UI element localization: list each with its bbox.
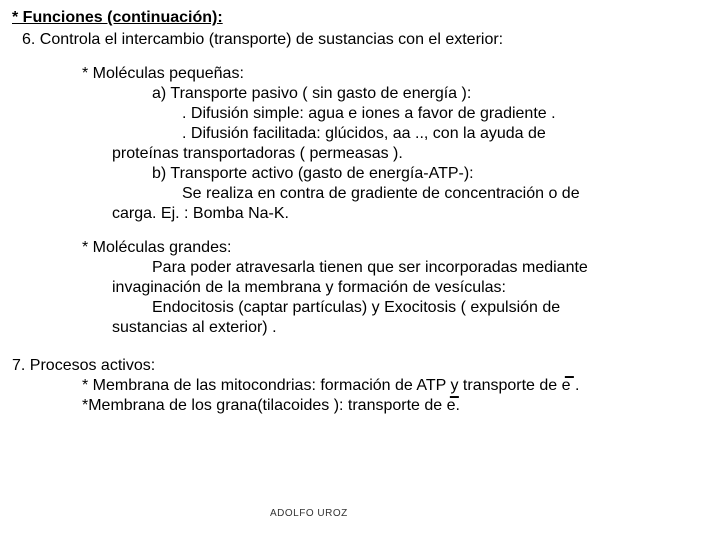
- minus-icon: −: [449, 386, 460, 409]
- watermark: ADOLFO UROZ: [270, 508, 348, 521]
- mito-text: * Membrana de las mitocondrias: formació…: [82, 377, 562, 394]
- item-6: 6. Controla el intercambio (transporte) …: [22, 30, 708, 50]
- transporte-activo-2: Se realiza en contra de gradiente de con…: [182, 184, 708, 204]
- minus-icon: −: [564, 366, 575, 389]
- item-7: 7. Procesos activos:: [12, 356, 708, 376]
- difusion-simple: . Difusión simple: agua e iones a favor …: [182, 104, 708, 124]
- transporte-activo-3: carga. Ej. : Bomba Na-K.: [112, 204, 708, 224]
- transporte-activo-1: b) Transporte activo (gasto de energía-A…: [152, 164, 708, 184]
- grandes-line-1: Para poder atravesarla tienen que ser in…: [152, 258, 708, 278]
- transporte-pasivo: a) Transporte pasivo ( sin gasto de ener…: [152, 84, 708, 104]
- proc-activos-mitocondrias: * Membrana de las mitocondrias: formació…: [82, 376, 708, 396]
- grandes-line-4: sustancias al exterior) .: [112, 318, 708, 338]
- difusion-facilitada-1: . Difusión facilitada: glúcidos, aa .., …: [182, 124, 708, 144]
- moleculas-grandes-heading: * Moléculas grandes:: [82, 238, 708, 258]
- electron-symbol: e−: [447, 396, 456, 416]
- grandes-line-2: invaginación de la membrana y formación …: [112, 278, 708, 298]
- grana-text: *Membrana de los grana(tilacoides ): tra…: [82, 397, 447, 414]
- difusion-facilitada-2: proteínas transportadoras ( permeasas ).: [112, 144, 708, 164]
- moleculas-pequenas-heading: * Moléculas pequeñas:: [82, 64, 708, 84]
- grandes-line-3: Endocitosis (captar partículas) y Exocit…: [152, 298, 708, 318]
- proc-activos-grana: *Membrana de los grana(tilacoides ): tra…: [82, 396, 708, 416]
- title: * Funciones (continuación):: [12, 8, 708, 28]
- electron-symbol: e−: [562, 376, 571, 396]
